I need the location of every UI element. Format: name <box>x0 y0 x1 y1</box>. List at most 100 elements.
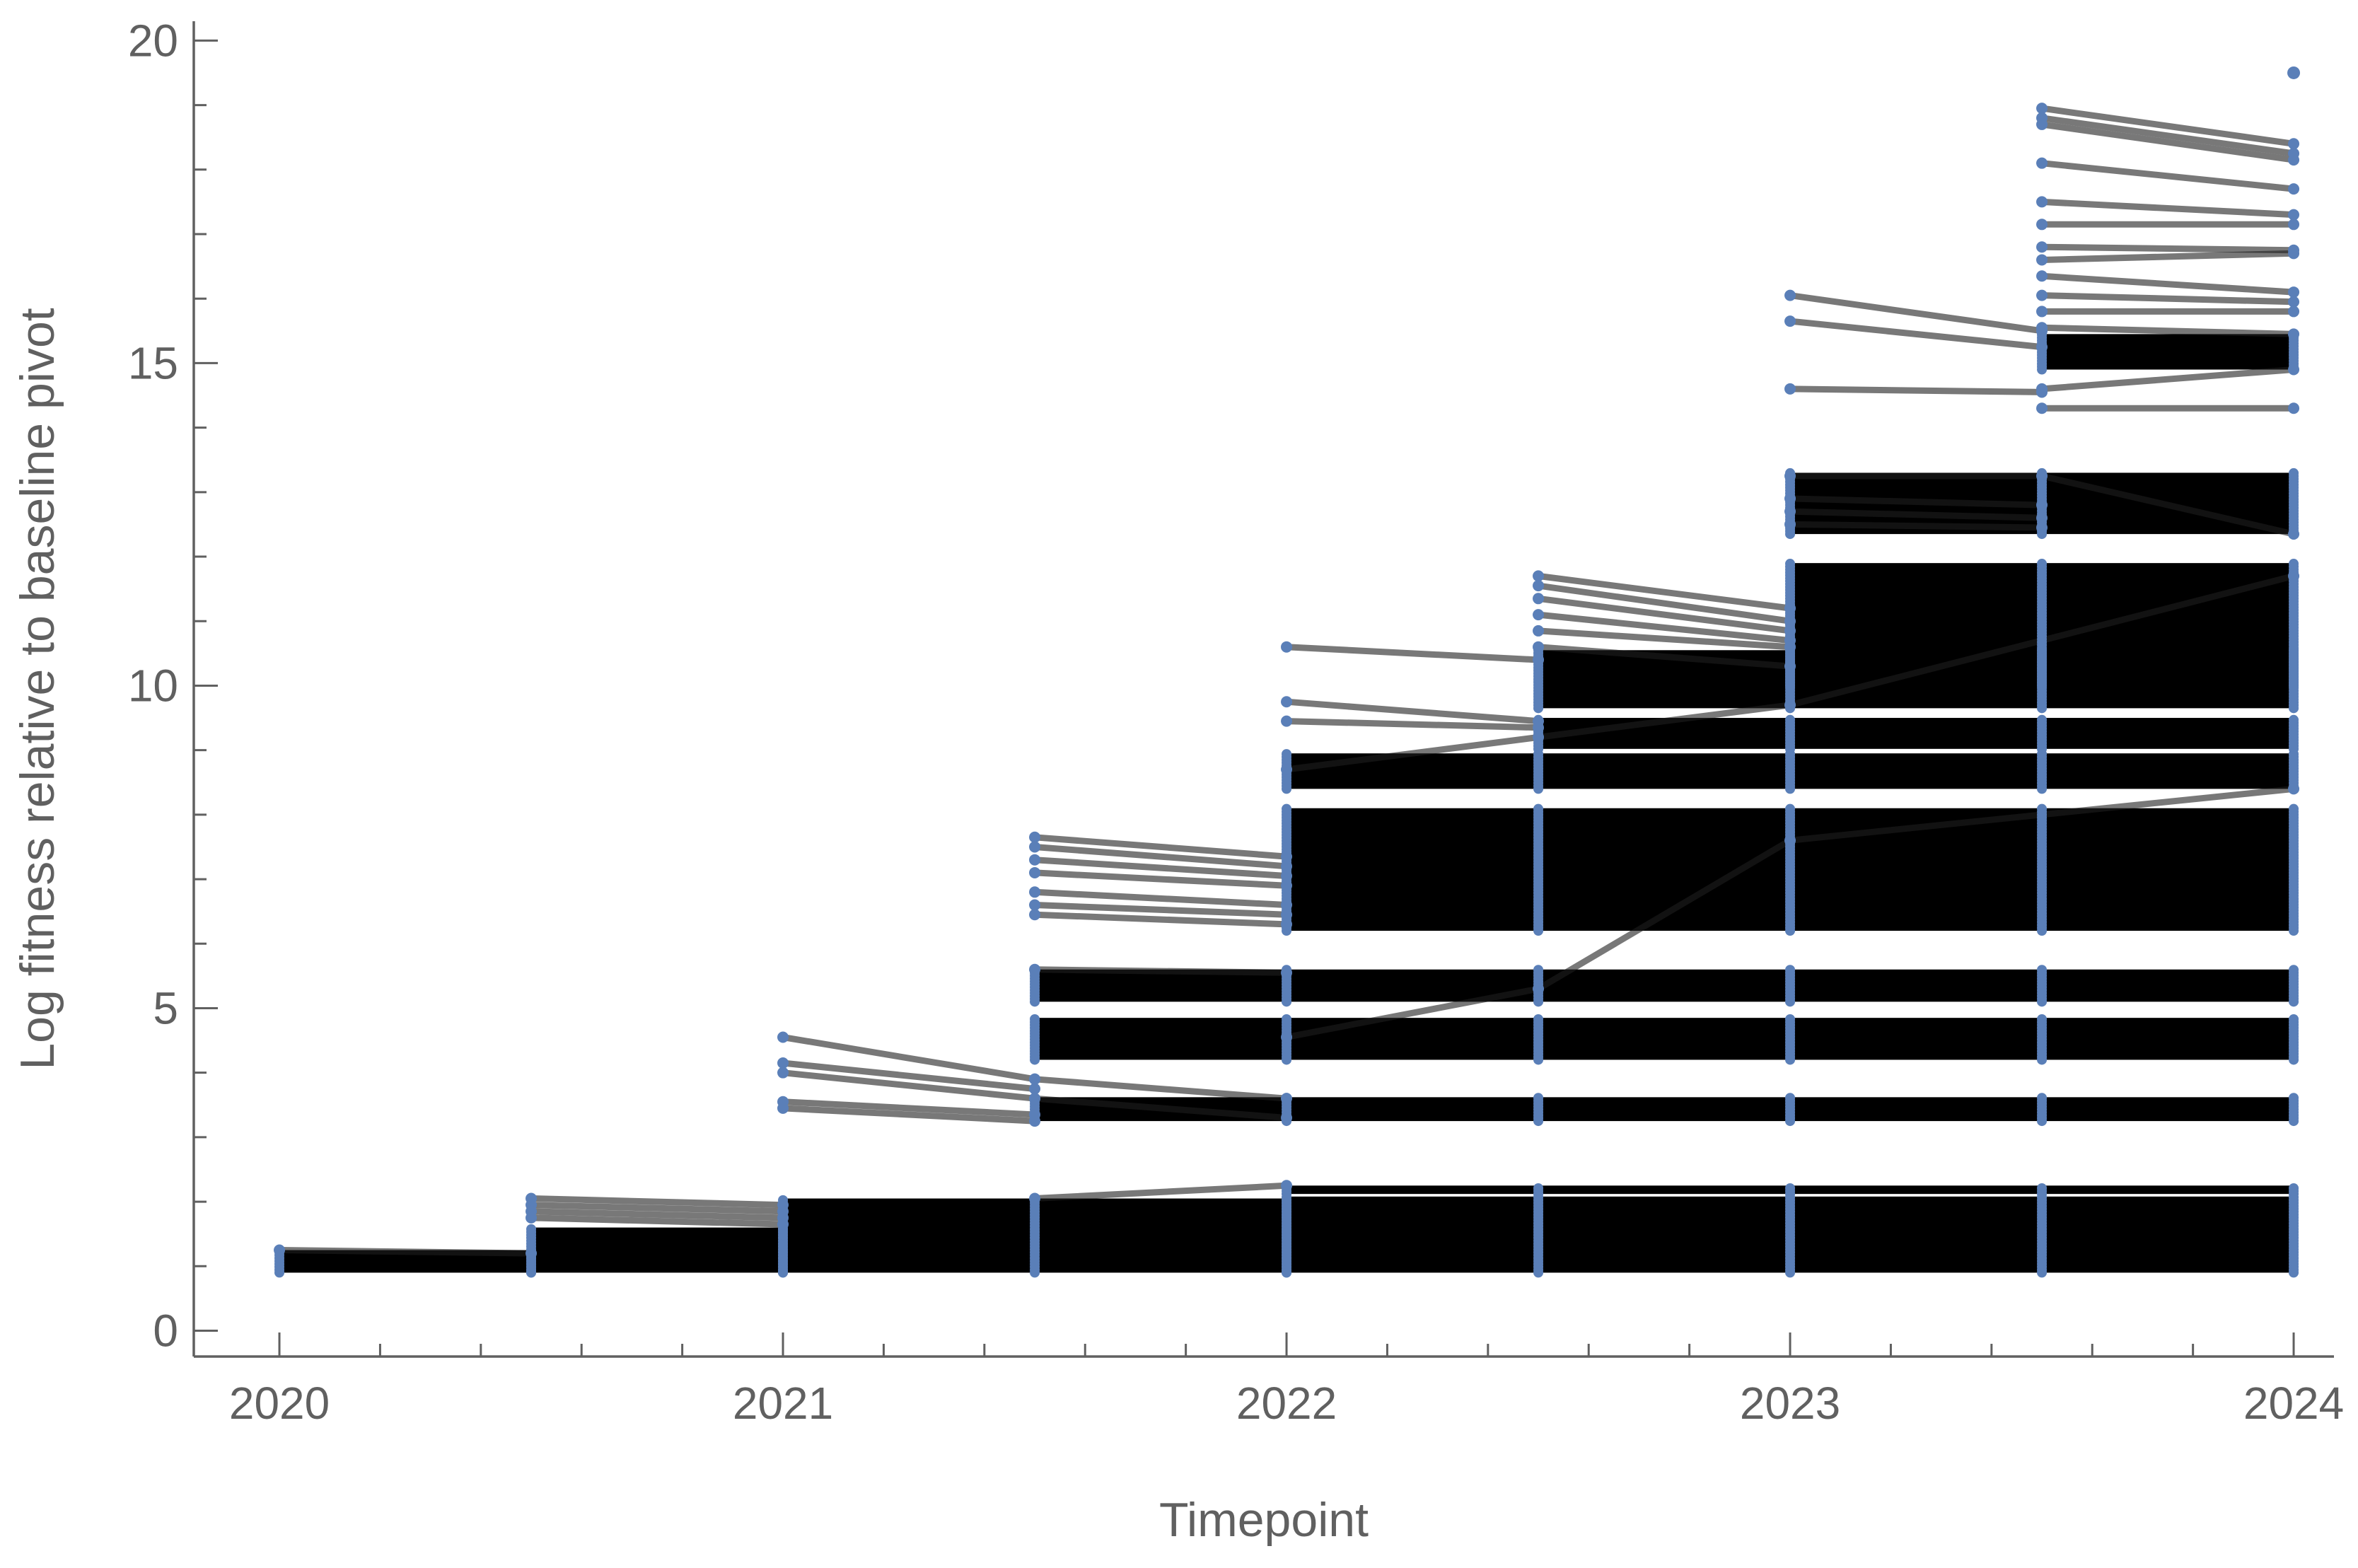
data-point <box>1029 1083 1041 1095</box>
data-point <box>777 1031 789 1043</box>
data-point <box>2036 103 2048 115</box>
data-point <box>2288 402 2300 414</box>
data-point <box>1533 731 1545 743</box>
data-point <box>1029 1192 1041 1204</box>
data-point <box>2289 1014 2299 1024</box>
data-point <box>2036 322 2048 334</box>
trajectory-line <box>528 1208 786 1221</box>
trajectory-line <box>1787 292 2045 335</box>
data-point <box>2288 328 2300 340</box>
data-point <box>2288 154 2300 166</box>
data-point <box>2036 470 2048 482</box>
trajectory-line <box>2038 121 2297 163</box>
trajectory-line <box>1031 888 1290 908</box>
data-point <box>777 1219 789 1231</box>
data-point <box>526 1224 537 1234</box>
data-point <box>2289 714 2299 725</box>
data-point <box>525 1248 538 1260</box>
data-point <box>2036 196 2048 208</box>
data-point <box>1029 886 1041 898</box>
data-point <box>1282 749 1292 760</box>
trajectory-line <box>779 1059 1038 1092</box>
trajectory-line <box>779 1069 1038 1102</box>
trajectory-line <box>1535 627 1794 651</box>
data-point <box>2288 296 2300 308</box>
y-tick-label: 5 <box>153 982 178 1033</box>
trajectory-line <box>1787 385 2045 395</box>
x-tick-label: 2023 <box>1740 1378 1840 1429</box>
y-axis-title: Log fitness relative to baseline pivot <box>11 308 64 1069</box>
data-point <box>1784 602 1796 614</box>
data-point <box>1029 831 1041 843</box>
data-point <box>1281 1112 1293 1124</box>
data-point <box>1785 1014 1796 1024</box>
data-point <box>1281 880 1293 892</box>
axes <box>192 21 2334 1358</box>
data-point <box>2288 783 2300 795</box>
data-point <box>2288 219 2300 231</box>
trajectory-line <box>2038 160 2297 192</box>
data-point <box>1281 1031 1293 1043</box>
data-point <box>1281 899 1293 911</box>
x-tick-label: 2021 <box>733 1378 833 1429</box>
data-point <box>1029 1073 1041 1085</box>
trajectory-line <box>1031 902 1290 918</box>
y-tick-label: 10 <box>128 660 178 711</box>
data-point <box>1030 1014 1040 1024</box>
data-point <box>1784 661 1796 673</box>
trajectory-line <box>528 1195 786 1209</box>
trajectory-line <box>1787 495 2045 509</box>
data-point <box>2288 286 2300 298</box>
data-point <box>2287 66 2301 79</box>
data-point <box>1784 315 1796 327</box>
data-point <box>1784 289 1796 301</box>
data-point <box>777 1102 789 1114</box>
data-point <box>2036 341 2048 353</box>
data-point <box>1281 764 1293 776</box>
data-point <box>1533 965 1544 975</box>
trajectory-line <box>1283 644 1542 663</box>
trajectory-line <box>779 1098 1038 1118</box>
data-point <box>2037 1183 2048 1193</box>
data-point <box>1533 803 1544 814</box>
data-point <box>2036 521 2048 533</box>
data-point <box>2037 714 2048 725</box>
data-point <box>1533 983 1545 995</box>
data-point <box>1785 559 1796 569</box>
data-point <box>2288 248 2300 260</box>
data-point <box>1029 899 1041 911</box>
trajectory-line <box>1031 1182 1290 1202</box>
data-point <box>2036 241 2048 253</box>
x-axis-title: Timepoint <box>1159 1493 1369 1547</box>
trajectory-line <box>779 1105 1038 1125</box>
data-point <box>1533 609 1545 621</box>
trajectory-line <box>2038 324 2297 337</box>
data-point <box>1281 641 1293 653</box>
data-band <box>1035 1018 2294 1060</box>
y-tick-label: 20 <box>128 15 178 66</box>
trajectory-line <box>528 1202 786 1215</box>
trajectory-line <box>1031 834 1290 860</box>
data-point <box>1533 593 1545 605</box>
data-point <box>1029 841 1041 853</box>
trajectory-line <box>1031 966 1290 976</box>
trajectory-line <box>1787 521 2045 531</box>
data-point <box>1785 1183 1796 1193</box>
data-point <box>2288 138 2300 150</box>
data-points <box>274 66 2301 1278</box>
data-point <box>1784 641 1796 653</box>
data-point <box>1281 967 1293 979</box>
data-point <box>1281 851 1293 863</box>
data-point <box>2288 306 2300 318</box>
data-point <box>2288 528 2300 540</box>
data-point <box>1029 866 1041 878</box>
data-point <box>1281 715 1293 727</box>
trajectory-line <box>2038 292 2297 306</box>
data-point <box>2036 402 2048 414</box>
data-point <box>1784 518 1796 530</box>
data-point <box>1281 696 1293 708</box>
data-point <box>777 1057 789 1069</box>
data-point <box>2036 270 2048 282</box>
data-point <box>2036 499 2048 511</box>
data-point <box>2289 1183 2299 1193</box>
